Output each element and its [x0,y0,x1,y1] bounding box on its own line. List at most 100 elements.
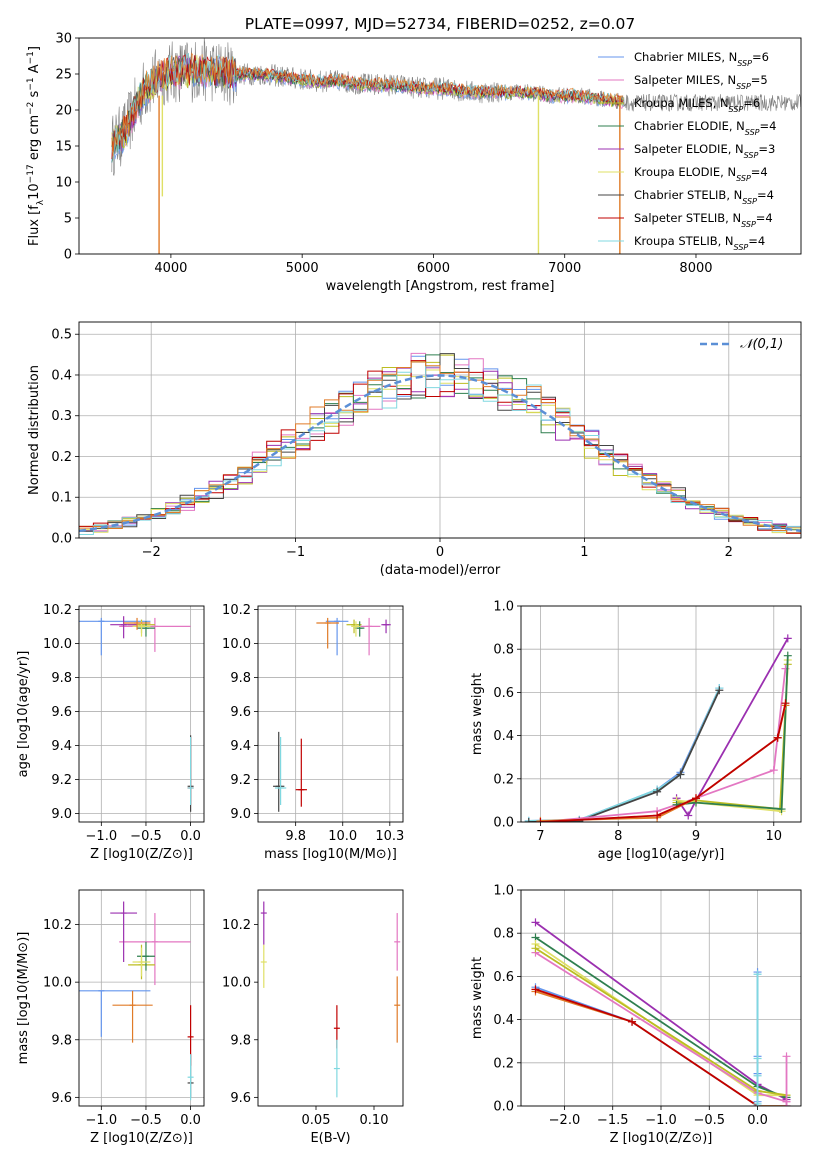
weight-marker [753,1054,762,1063]
x-tick-label: 9 [692,829,700,844]
legend-name: Salpeter STELIB, N [634,211,741,225]
legend-value: =3 [758,142,775,156]
y-tick-label: 9.0 [230,807,251,822]
y-tick-label: 0 [64,248,72,263]
legend-value: =4 [756,211,773,225]
y-tick-label: 0.6 [493,970,514,985]
legend-value: =4 [748,234,765,248]
y-tick-label: 1.0 [493,884,514,899]
weight-line [535,988,759,1106]
x-axis-label: Z [log10(Z/Z⊙)] [610,1131,713,1146]
legend-sub: SSP [729,105,744,114]
y-axis-label: mass weight [470,673,485,755]
weight-marker [676,770,685,779]
axes-frame [257,889,404,1107]
x-tick-label: 0.0 [180,829,201,844]
y-tick-label: 9.8 [230,671,251,686]
x-axis-label: age [log10(age/yr)] [598,847,725,862]
x-tick-label: 0.05 [302,1113,331,1128]
x-tick-label: 0.10 [360,1113,389,1128]
panel-age_vs_Z: −1.0 −0.5 0.0 9.0 9.2 9.4 9.6 9.8 10.0 10.2 Z [log… [16,603,205,862]
x-tick-label: 0 [436,545,444,560]
label-part: −1 [26,51,36,64]
legend-name: Chabrier MILES, N [634,50,737,64]
y-tick-label: 0.2 [493,772,514,787]
x-tick-label: 4000 [154,261,187,276]
weight-marker [653,787,662,796]
spectrum-model-line [111,54,624,160]
y-tick-label: 10.0 [43,637,72,652]
plot-area [531,918,791,1106]
x-tick-label: −1.5 [597,1113,629,1128]
x-tick-label: −2.0 [549,1113,581,1128]
plot-area [273,617,391,812]
y-tick-label: 10.0 [43,976,72,991]
panel-weight_vs_age: 7 8 9 10 0.0 0.2 0.4 0.6 0.8 1.0 age [log10(age/yr… [470,600,802,862]
axes-frame [520,605,802,823]
x-axis-label: E(B-V) [310,1131,350,1146]
legend-name: Kroupa ELODIE, N [634,165,736,179]
y-tick-label: 9.6 [51,705,72,720]
x-tick-label: −1 [286,545,305,560]
legend-value: =6 [743,96,760,110]
y-tick-label: 9.8 [230,1033,251,1048]
legend-value: =5 [751,73,768,87]
label-part: 10 [27,183,42,200]
legend-label: Salpeter ELODIE, NSSP=3 [634,142,775,160]
y-tick-label: 9.8 [51,671,72,686]
x-axis-label: Z [log10(Z/Z⊙)] [90,1131,193,1146]
legend-value: =4 [757,188,774,202]
y-tick-label: 0.0 [493,1100,514,1115]
x-tick-label: 2 [725,545,733,560]
plot-area [79,616,194,812]
y-tick-label: 0.4 [493,729,514,744]
legend-sub: SSP [742,197,757,206]
legend-sub: SSP [737,59,752,68]
x-tick-label: −0.5 [130,829,162,844]
y-tick-label: 9.2 [230,773,251,788]
x-tick-label: 9.8 [285,829,306,844]
legend-sub: SSP [736,174,751,183]
legend-name: Kroupa STELIB, N [634,234,734,248]
legend-value: =6 [752,50,769,64]
panel-mass_vs_Z: −1.0 −0.5 0.0 9.6 9.8 10.0 10.2 Z [log10(Z/Z⊙)]… [16,889,205,1146]
legend-name: Chabrier ELODIE, N [634,119,745,133]
y-axis-label: Normed distribution [27,365,42,495]
y-tick-label: 0.6 [493,686,514,701]
y-tick-label: 0.8 [493,643,514,658]
axes-frame [78,605,205,823]
legend-sub: SSP [736,82,751,91]
y-tick-label: 5 [64,212,72,227]
y-tick-label: 20 [55,104,72,119]
plot-area [111,38,801,254]
weight-line [540,703,787,822]
y-tick-label: 0.8 [493,927,514,942]
legend-sub: SSP [745,128,760,137]
weight-marker [531,918,540,927]
weight-marker [753,1071,762,1080]
weight-marker [531,944,540,953]
y-tick-label: 10.0 [222,637,251,652]
weight-marker [684,811,693,820]
x-tick-label: 6000 [417,261,450,276]
axes-frame [257,605,404,823]
x-tick-label: −0.5 [693,1113,725,1128]
panel-mass_vs_EBV: 0.05 0.10 9.6 9.8 10.0 10.2 E(B-V) [222,889,404,1146]
weight-marker [692,794,700,803]
spectrum-model-line [111,56,624,154]
y-tick-label: 9.8 [51,1033,72,1048]
legend-label: Kroupa MILES, NSSP=6 [634,96,760,114]
spectrum-model-line [111,52,624,157]
label-part: erg cm [27,115,42,164]
weight-marker [783,634,792,643]
axes-frame [78,321,802,539]
legend-label: Salpeter STELIB, NSSP=4 [634,211,773,229]
plot-area [260,901,401,1098]
x-tick-label: 5000 [286,261,319,276]
label-part: A [27,64,42,77]
histogram-series [79,360,801,534]
y-tick-label: 9.6 [230,705,251,720]
y-tick-label: 30 [55,32,72,47]
y-tick-label: 0.2 [493,1056,514,1071]
x-tick-label: 8 [614,829,622,844]
